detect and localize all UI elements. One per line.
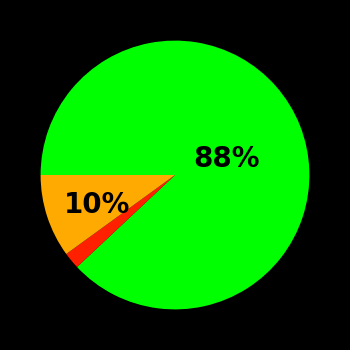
Text: 88%: 88%: [193, 145, 259, 173]
Wedge shape: [41, 41, 309, 309]
Text: 10%: 10%: [64, 190, 130, 218]
Wedge shape: [66, 175, 175, 267]
Wedge shape: [41, 175, 175, 254]
